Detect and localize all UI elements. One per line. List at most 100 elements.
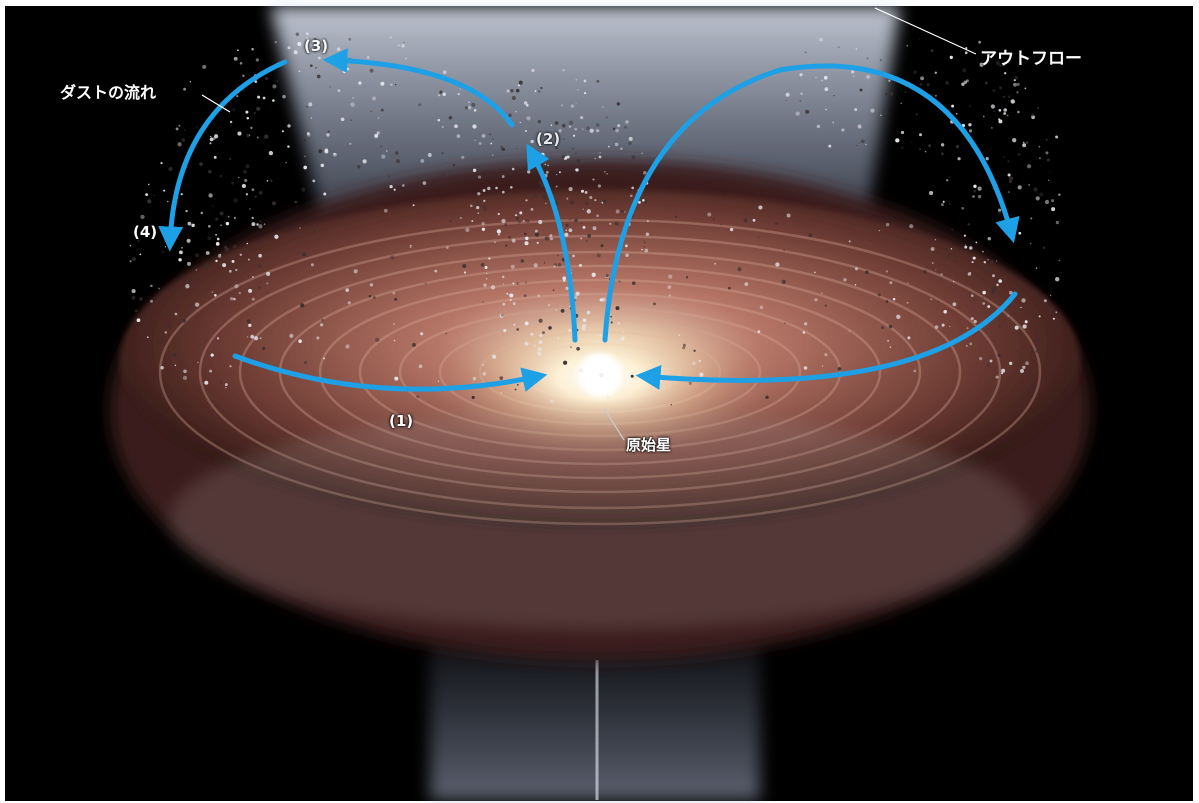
- dust-particle: [297, 42, 302, 46]
- dust-particle: [606, 396, 610, 399]
- dust-particle: [540, 152, 545, 157]
- dust-particle: [580, 222, 583, 225]
- dust-particle: [599, 373, 604, 378]
- dust-particle: [631, 186, 635, 190]
- dust-particle: [573, 295, 578, 300]
- dust-particle: [941, 323, 945, 327]
- dust-particle: [930, 247, 935, 251]
- dust-particle: [1001, 372, 1004, 375]
- dust-particle: [926, 83, 930, 87]
- dust-particle: [993, 110, 995, 113]
- dust-particle: [955, 259, 958, 262]
- dust-particle: [909, 224, 914, 229]
- dust-particle: [878, 229, 881, 232]
- dust-particle: [247, 258, 250, 261]
- dust-particle: [347, 301, 351, 305]
- dust-particle: [247, 248, 251, 252]
- dust-particle: [372, 296, 376, 299]
- dust-particle: [850, 70, 855, 74]
- dust-particle: [153, 194, 155, 197]
- dust-particle: [1012, 138, 1017, 143]
- dust-particle: [589, 165, 592, 167]
- dust-particle: [929, 191, 934, 195]
- dust-particle: [674, 215, 678, 219]
- dust-particle: [1038, 157, 1041, 160]
- dust-particle: [437, 94, 441, 97]
- dust-particle: [643, 171, 647, 175]
- dust-particle: [935, 269, 937, 271]
- dust-particle: [229, 120, 233, 124]
- dust-particle: [129, 244, 132, 247]
- dust-particle: [584, 201, 589, 206]
- dust-particle: [965, 344, 968, 347]
- dust-particle: [970, 317, 974, 321]
- dust-particle: [172, 352, 177, 357]
- dust-particle: [815, 76, 817, 79]
- dust-particle: [534, 229, 538, 233]
- dust-particle: [594, 199, 597, 202]
- dust-particle: [514, 388, 517, 391]
- dust-particle: [566, 342, 569, 346]
- dust-particle: [266, 180, 269, 182]
- dust-particle: [707, 212, 712, 217]
- dust-particle: [285, 161, 287, 164]
- dust-particle: [982, 290, 986, 295]
- dust-particle: [952, 302, 957, 307]
- dust-particle: [857, 124, 862, 129]
- dust-particle: [225, 386, 227, 389]
- dust-particle: [714, 262, 717, 265]
- dust-particle: [620, 209, 624, 213]
- dust-particle: [1058, 193, 1061, 196]
- dust-particle: [743, 218, 748, 223]
- dust-particle: [481, 134, 486, 138]
- dust-particle: [313, 229, 316, 232]
- dust-particle: [233, 297, 236, 301]
- dust-particle: [562, 360, 568, 365]
- dust-particle: [637, 207, 640, 210]
- dust-particle: [973, 319, 977, 324]
- dust-particle: [235, 268, 238, 272]
- dust-particle: [554, 121, 559, 125]
- dust-particle: [940, 143, 945, 147]
- dust-particle: [866, 57, 869, 60]
- dust-particle: [568, 125, 572, 128]
- dust-particle: [940, 273, 943, 276]
- dust-particle: [516, 328, 520, 331]
- dust-particle: [209, 142, 212, 145]
- dust-particle: [534, 232, 540, 237]
- dust-particle: [575, 168, 579, 172]
- dust-particle: [615, 128, 619, 133]
- dust-particle: [966, 327, 969, 330]
- dust-particle: [160, 365, 164, 370]
- dust-particle: [1055, 277, 1060, 282]
- dust-particle: [599, 169, 602, 171]
- dust-particle: [643, 245, 646, 248]
- dust-particle: [238, 291, 241, 295]
- dust-particle: [842, 237, 844, 239]
- dust-particle: [940, 203, 944, 207]
- dust-particle: [566, 197, 569, 200]
- dust-particle: [784, 322, 786, 324]
- dust-particle: [230, 297, 234, 301]
- dust-particle: [246, 319, 251, 324]
- dust-particle: [140, 214, 145, 220]
- dust-particle: [825, 108, 827, 111]
- dust-particle: [781, 279, 786, 284]
- dust-particle: [566, 155, 570, 159]
- dust-particle: [544, 163, 547, 166]
- dust-particle: [981, 296, 984, 299]
- dust-particle: [482, 205, 487, 209]
- dust-particle: [231, 259, 235, 263]
- dust-particle: [526, 116, 531, 121]
- dust-particle: [565, 223, 569, 227]
- dust-particle: [482, 189, 486, 192]
- dust-particle: [314, 37, 316, 40]
- dust-particle: [946, 179, 949, 182]
- dust-particle: [942, 200, 945, 203]
- dust-particle: [305, 32, 309, 36]
- dust-particle: [405, 57, 407, 60]
- dust-particle: [575, 103, 577, 105]
- dust-particle: [258, 224, 263, 229]
- dust-particle: [744, 282, 749, 286]
